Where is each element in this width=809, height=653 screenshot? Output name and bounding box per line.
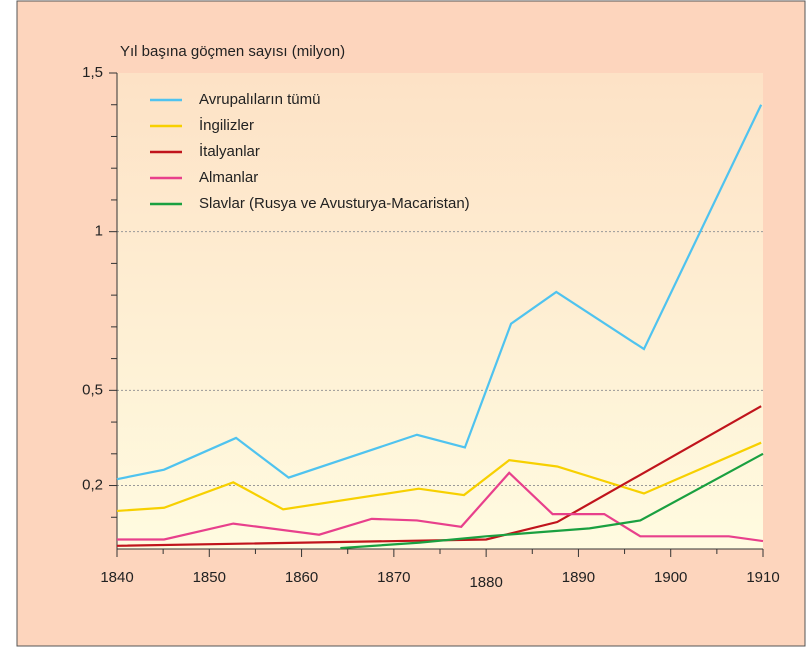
legend-label: Slavlar (Rusya ve Avusturya-Macaristan) bbox=[199, 195, 470, 212]
series-line bbox=[116, 441, 762, 513]
y-tick-label: 0,5 bbox=[82, 381, 103, 398]
x-tick-label: 1910 bbox=[746, 569, 779, 586]
legend-label: İngilizler bbox=[199, 116, 254, 134]
series-line bbox=[117, 471, 764, 543]
series-line bbox=[116, 405, 762, 547]
y-tick-label: 1,5 bbox=[82, 64, 103, 81]
legend-label: Avrupalıların tümü bbox=[199, 91, 320, 108]
x-tick-label: 1880 bbox=[469, 574, 502, 591]
legend-label: İtalyanlar bbox=[199, 142, 260, 160]
x-tick-label: 1870 bbox=[377, 569, 410, 586]
plot-area bbox=[117, 73, 763, 549]
x-tick-label: 1850 bbox=[193, 569, 226, 586]
x-tick-label: 1860 bbox=[285, 569, 318, 586]
x-tick-label: 1890 bbox=[562, 569, 595, 586]
y-tick-label: 1 bbox=[95, 223, 103, 240]
x-tick-label: 1840 bbox=[100, 569, 133, 586]
y-axis-label: Yıl başına göçmen sayısı (milyon) bbox=[120, 43, 345, 60]
y-tick-label: 0,2 bbox=[82, 477, 103, 494]
x-tick-label: 1900 bbox=[654, 569, 687, 586]
series-line bbox=[340, 452, 764, 550]
series-line bbox=[116, 104, 763, 481]
legend-label: Almanlar bbox=[199, 169, 258, 186]
